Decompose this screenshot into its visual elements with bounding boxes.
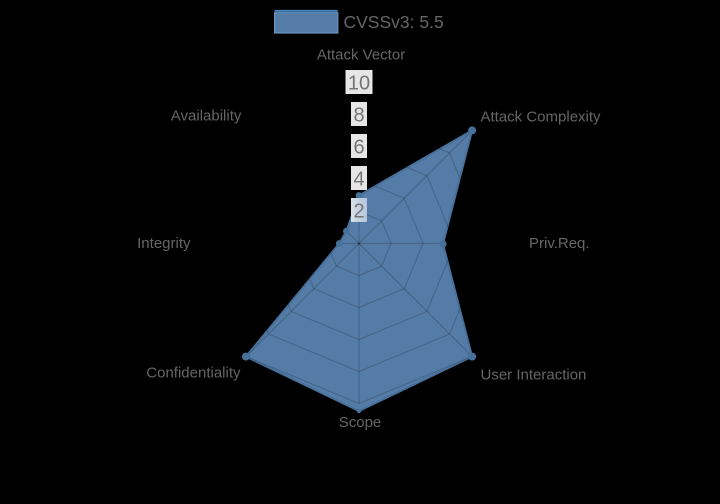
svg-text:Attack Vector: Attack Vector — [317, 47, 405, 64]
svg-text:User Interaction: User Interaction — [481, 367, 587, 384]
svg-text:8: 8 — [353, 105, 364, 127]
svg-text:10: 10 — [348, 73, 370, 95]
svg-text:4: 4 — [353, 169, 364, 191]
svg-text:6: 6 — [353, 137, 364, 159]
svg-text:Scope: Scope — [339, 414, 382, 431]
svg-text:Availability: Availability — [171, 108, 242, 125]
svg-text:Priv.Req.: Priv.Req. — [529, 235, 590, 252]
svg-text:Confidentiality: Confidentiality — [146, 364, 241, 381]
svg-text:Attack Complexity: Attack Complexity — [481, 109, 602, 126]
svg-text:2: 2 — [353, 201, 364, 223]
svg-text:CVSSv3: 5.5: CVSSv3: 5.5 — [344, 12, 444, 32]
svg-text:Integrity: Integrity — [137, 235, 191, 252]
